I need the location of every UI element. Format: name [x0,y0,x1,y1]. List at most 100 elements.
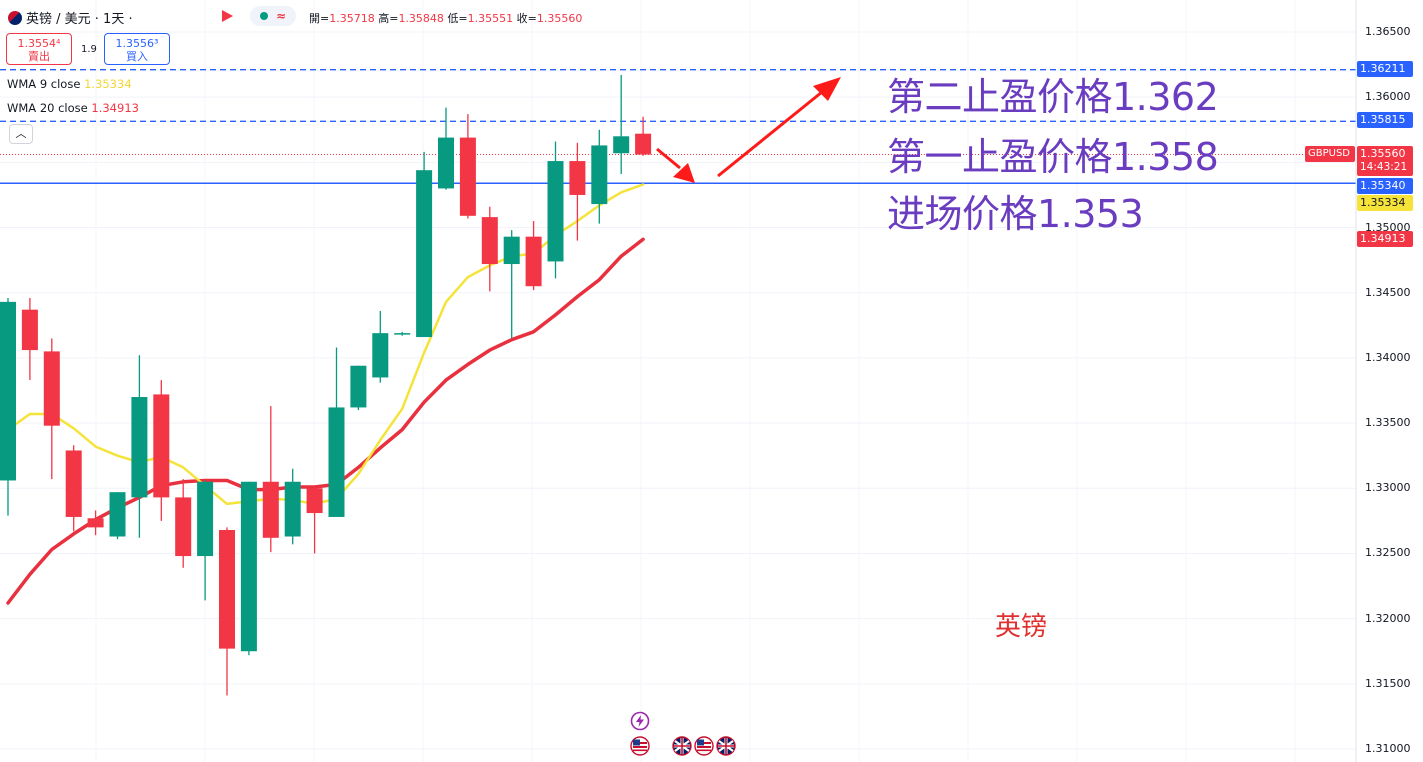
entry-annotation[interactable]: 进场价格1.353 [887,192,1144,236]
candle-body [43,351,60,426]
symbol-price-tag: GBPUSD [1305,146,1355,162]
candle-body [372,333,389,378]
candle-body [240,481,257,652]
candle [503,230,520,339]
candle-body [284,481,301,537]
candle [65,445,82,532]
candle [153,380,170,521]
candle-body [197,481,214,557]
legend-wma9[interactable]: WMA 9 close 1.35334 [7,77,132,91]
gbp-usd-flag-icon [8,10,22,25]
candle-body [65,450,82,517]
candle-body [350,365,367,408]
price-axis-label: 1.36000 [1365,90,1411,104]
us-flag-event-icon[interactable] [694,736,714,756]
candle-body [0,301,16,481]
market-status-pill[interactable]: ≈ [250,6,296,26]
candle-body [481,217,498,265]
uk-flag-event-icon[interactable] [672,736,692,756]
candle-body [416,170,433,338]
wma20-line [6,237,645,605]
candle [394,331,411,336]
wma9-price-tag: 1.35334 [1357,195,1413,211]
candle [109,492,126,540]
high-value: 1.35848 [398,12,444,25]
wma20-label: WMA 20 close [7,101,88,115]
price-axis-label: 1.32500 [1365,546,1411,560]
candle [219,527,235,696]
open-value: 1.35718 [329,12,375,25]
wma9-label: WMA 9 close [7,77,81,91]
candle-body [109,492,126,537]
candle [569,142,586,241]
chart-header: 英镑 / 美元 · 1天 · ≈ 開=1.35718 高=1.35848 低=1… [0,0,1300,34]
tp2-annotation[interactable]: 第二止盈价格1.362 [887,75,1219,119]
candle-body [87,518,104,528]
candle-body [306,488,323,514]
candle [547,141,564,279]
tp1-price-tag: 1.35815 [1357,112,1413,128]
legend-collapse-button[interactable]: ︿ [9,124,33,144]
candle [459,114,476,219]
uk-flag-event-icon[interactable] [716,736,736,756]
candle [613,75,630,175]
symbol-label: 英镑 / 美元 · 1天 · [26,12,133,27]
price-axis-label: 1.33000 [1365,481,1411,495]
candle [262,406,279,553]
price-axis-label: 1.33500 [1365,416,1411,430]
candle [21,297,38,381]
price-axis-label: 1.36500 [1365,25,1411,38]
watermark-text: 英镑 [995,612,1048,642]
horizontal-lines[interactable] [0,69,1356,184]
tp1-annotation[interactable]: 第一止盈价格1.358 [887,135,1219,179]
candle-body [438,137,454,189]
market-open-dot-icon [259,12,268,20]
candle-body [525,236,542,287]
ohlc-values: 開=1.35718 高=1.35848 低=1.35551 收=1.35560 [309,10,582,26]
spread-value: 1.9 [81,44,97,55]
candle [240,481,257,656]
candle [350,365,367,411]
wma20-price-tag: 1.34913 [1357,231,1413,247]
bar-countdown: 14:43:21 [1360,161,1408,173]
candle [197,480,214,601]
candle [635,116,652,156]
price-axis-label: 1.31000 [1365,742,1411,755]
entry-price-tag: 1.35340 [1357,178,1413,194]
grid-lines [0,31,1356,750]
candle [87,510,104,536]
candle [372,310,389,383]
candle-body [394,333,411,335]
low-label: 低= [447,12,468,25]
wave-icon: ≈ [275,9,287,23]
candle-body [153,394,170,498]
current-price-tag: 1.35560 14:43:21 [1357,146,1413,176]
candle-body [328,407,345,517]
lightning-event-icon[interactable] [630,711,650,731]
legend-wma20[interactable]: WMA 20 close 1.34913 [7,101,139,115]
close-label: 收= [516,12,537,25]
symbol-title[interactable]: 英镑 / 美元 · 1天 · [8,8,133,27]
current-price-value: 1.35560 [1360,147,1406,160]
wma9-value: 1.35334 [84,77,132,91]
up-arrow [717,77,841,178]
candlestick-series [0,75,652,696]
candle [0,297,16,516]
buy-button[interactable]: 1.3556³ 買入 [104,33,170,65]
candle-body [569,161,586,195]
sell-button[interactable]: 1.3554⁴ 賣出 [6,33,72,65]
chevron-up-icon: ︿ [15,127,27,140]
us-flag-event-icon[interactable] [630,736,650,756]
price-axis-label: 1.35000 [1365,220,1411,234]
candle-body [503,236,520,265]
candle-body [262,481,279,538]
candle [416,151,433,338]
candle-body [547,161,564,262]
candle-body [459,137,476,216]
candle [525,221,542,291]
candle-body [635,133,652,155]
price-axis-label: 1.31500 [1365,676,1411,690]
flag-marker-icon[interactable] [220,9,234,23]
open-label: 開= [309,12,330,25]
